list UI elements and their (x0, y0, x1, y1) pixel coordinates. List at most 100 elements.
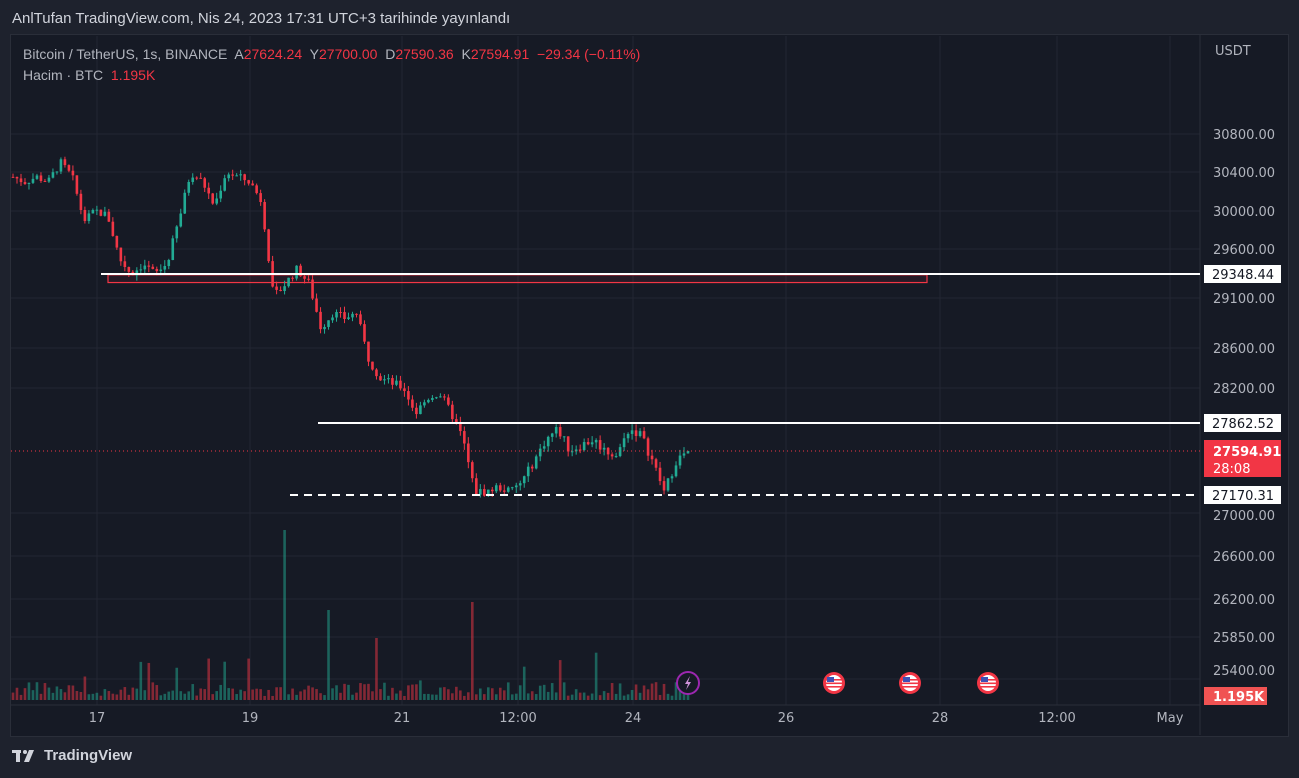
volume-bar (127, 694, 131, 700)
candle-body (403, 388, 406, 392)
volume-bar (399, 690, 402, 700)
candle-body (327, 320, 330, 327)
candle (554, 424, 558, 438)
candle (271, 255, 274, 288)
candle (91, 208, 95, 214)
candle-body (243, 174, 246, 181)
volume-bar (235, 694, 238, 700)
candle (475, 473, 478, 496)
volume-bar (546, 691, 550, 700)
candle (327, 320, 330, 330)
volume-bar (103, 689, 107, 700)
volume-bar (55, 686, 59, 700)
volume-bar (538, 685, 542, 700)
volume-bar (371, 691, 374, 700)
candle-body (666, 478, 670, 491)
candle (123, 255, 127, 272)
us-flag-icon[interactable] (899, 672, 921, 694)
last-price-label: 27594.91 (1213, 445, 1281, 460)
candle-body (223, 178, 226, 191)
volume-bar (123, 687, 127, 700)
candle (95, 205, 99, 215)
candle (251, 180, 254, 186)
candle (626, 432, 630, 443)
candle (71, 165, 75, 181)
volume-bar (23, 688, 27, 700)
candle-body (546, 436, 550, 447)
volume-bar (670, 695, 674, 700)
volume-bar (303, 689, 306, 700)
candle-body (447, 397, 450, 405)
candle-body (199, 177, 203, 179)
us-flag-icon[interactable] (823, 672, 845, 694)
level-price-tag (1204, 486, 1281, 504)
chart-frame[interactable] (10, 34, 1289, 737)
volume-bar (486, 687, 490, 700)
candle-body (63, 159, 67, 166)
candle-body (451, 404, 454, 420)
volume-bar (187, 691, 191, 700)
level-price-tag (1204, 414, 1281, 432)
us-flag-icon[interactable] (977, 672, 999, 694)
candle (479, 484, 482, 498)
candle-body (610, 454, 614, 457)
candle-body (510, 487, 514, 489)
volume-bar (255, 688, 258, 700)
candle (582, 438, 586, 452)
volume-bar (594, 652, 598, 700)
candle-body (107, 211, 111, 222)
volume-bar (207, 658, 211, 700)
candle-body (351, 313, 354, 318)
volume-bar (275, 687, 278, 700)
candle-body (614, 456, 618, 458)
flag-canton (903, 677, 910, 682)
symbol-label[interactable]: Bitcoin / TetherUS, 1s, BINANCE (23, 46, 228, 62)
candle (311, 274, 314, 301)
volume-bar (291, 688, 294, 700)
candle-body (467, 443, 470, 463)
candle-body (323, 326, 326, 330)
candle-body (139, 269, 143, 271)
candle-body (379, 376, 382, 381)
candle-body (31, 178, 35, 183)
candle-body (127, 267, 131, 272)
volume-bar (479, 688, 482, 700)
candle (163, 260, 167, 274)
candle-body (183, 192, 187, 214)
volume-bar (554, 692, 558, 700)
candle-body (59, 159, 63, 172)
candle-body (475, 478, 478, 495)
volume-label[interactable]: Hacim · BTC (23, 67, 104, 83)
candle (447, 394, 450, 407)
candle (51, 168, 55, 179)
candle-body (135, 270, 139, 276)
volume-bar (99, 695, 103, 700)
tradingview-logo[interactable]: TradingView (12, 747, 132, 764)
candle (355, 313, 358, 318)
candle-body (335, 312, 338, 318)
lightning-glyph (685, 676, 691, 690)
candle (223, 174, 226, 192)
candle (75, 175, 79, 196)
candle (279, 286, 282, 292)
candle-body (562, 436, 566, 438)
volume-bar (203, 689, 207, 700)
volume-bar (115, 694, 119, 700)
candle-body (311, 279, 314, 299)
candle-body (514, 485, 518, 488)
lightning-icon[interactable] (676, 671, 700, 695)
candle-body (151, 266, 155, 269)
currency-label: USDT (1215, 44, 1251, 59)
candle (243, 173, 246, 186)
candle (99, 209, 103, 217)
volume-bar (634, 684, 638, 700)
volume-bar (159, 695, 163, 700)
candle-body (494, 485, 498, 492)
candle-body (155, 268, 159, 272)
candle (435, 396, 438, 399)
candle (111, 217, 115, 237)
candle (343, 306, 346, 324)
candle (139, 264, 143, 275)
candle (371, 361, 374, 371)
